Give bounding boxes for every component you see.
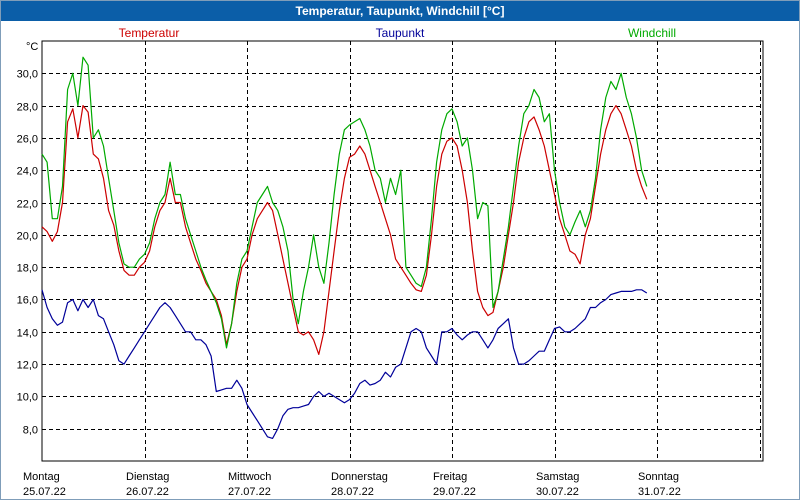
y-tick-label: 8,0 <box>23 425 38 437</box>
x-day-label: Samstag <box>536 471 579 483</box>
y-tick-label: 18,0 <box>17 263 38 275</box>
legend-label-taupunkt: Taupunkt <box>376 26 425 40</box>
x-date-label: 31.07.22 <box>638 486 681 498</box>
legend-label-windchill: Windchill <box>628 26 676 40</box>
series-line-temperatur <box>41 104 648 355</box>
y-tick-label: 14,0 <box>17 328 38 340</box>
x-date-label: 28.07.22 <box>331 486 374 498</box>
y-tick-label: 12,0 <box>17 360 38 372</box>
x-day-label: Mittwoch <box>228 471 271 483</box>
y-tick-label: 10,0 <box>17 392 38 404</box>
x-day-label: Sonntag <box>638 471 679 483</box>
x-date-label: 27.07.22 <box>228 486 271 498</box>
y-tick-label: 16,0 <box>17 295 38 307</box>
x-date-label: 26.07.22 <box>126 486 169 498</box>
plot-frame <box>41 40 764 462</box>
x-day-label: Freitag <box>433 471 467 483</box>
legend-label-temperatur: Temperatur <box>119 26 180 40</box>
x-date-label: 25.07.22 <box>23 486 66 498</box>
y-tick-label: 30,0 <box>17 69 38 81</box>
series-line-taupunkt <box>41 289 648 439</box>
x-day-label: Dienstag <box>126 471 169 483</box>
y-tick-label: 20,0 <box>17 231 38 243</box>
y-tick-label: 26,0 <box>17 134 38 146</box>
x-day-label: Donnerstag <box>331 471 388 483</box>
y-tick-label: 28,0 <box>17 102 38 114</box>
x-date-label: 30.07.22 <box>536 486 579 498</box>
y-tick-label: 22,0 <box>17 199 38 211</box>
series-line-windchill <box>41 56 648 349</box>
chart-title: Temperatur, Taupunkt, Windchill [°C] <box>1 1 799 21</box>
x-date-label: 29.07.22 <box>433 486 476 498</box>
y-tick-label: 24,0 <box>17 166 38 178</box>
x-day-label: Montag <box>23 471 60 483</box>
y-axis-label: °C <box>26 41 38 53</box>
